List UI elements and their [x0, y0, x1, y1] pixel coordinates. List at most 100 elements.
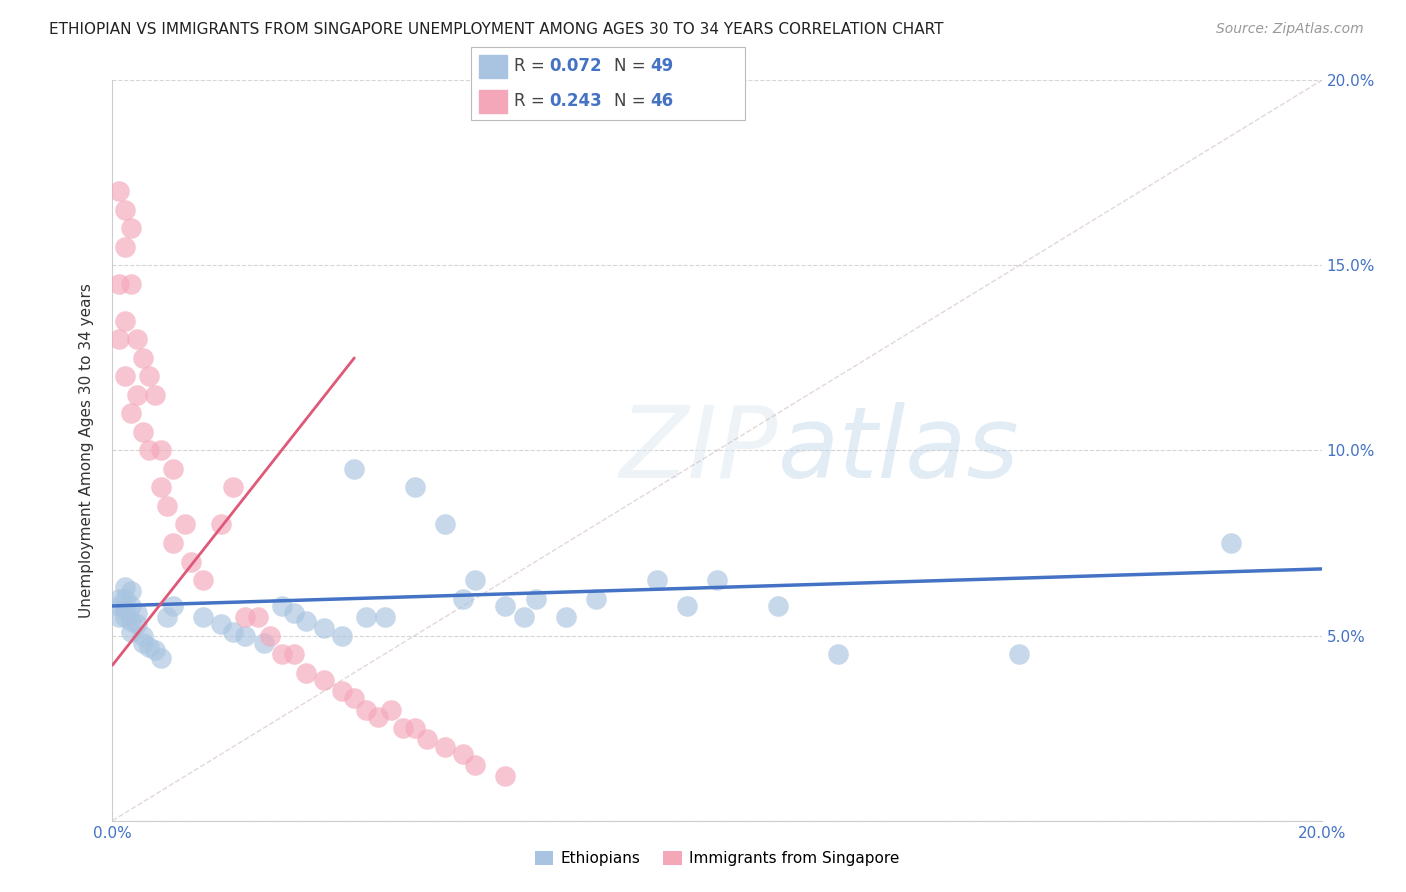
Point	[259, 628, 281, 642]
Point	[107, 610, 129, 624]
Point	[162, 599, 184, 613]
Text: ZIP: ZIP	[619, 402, 778, 499]
Point	[132, 628, 155, 642]
Point	[451, 747, 474, 761]
Point	[585, 591, 607, 606]
Bar	[479, 54, 506, 78]
Point	[314, 621, 336, 635]
Point	[120, 407, 142, 421]
Point	[367, 710, 389, 724]
Point	[120, 221, 142, 235]
Point	[191, 573, 214, 587]
FancyBboxPatch shape	[471, 47, 745, 120]
Point	[120, 584, 142, 599]
Point	[149, 481, 172, 495]
Point	[209, 617, 232, 632]
Text: N =: N =	[613, 93, 651, 111]
Point	[330, 684, 353, 698]
Point	[156, 610, 179, 624]
Text: Source: ZipAtlas.com: Source: ZipAtlas.com	[1216, 22, 1364, 37]
Point	[495, 599, 517, 613]
Point	[391, 721, 413, 735]
Point	[125, 607, 148, 621]
Point	[132, 636, 155, 650]
Point	[380, 703, 402, 717]
Point	[464, 758, 486, 772]
Point	[120, 277, 142, 291]
Point	[524, 591, 547, 606]
Text: 0.072: 0.072	[550, 57, 602, 75]
Point	[356, 610, 378, 624]
Point	[314, 673, 336, 687]
Point	[330, 628, 353, 642]
Point	[433, 739, 456, 754]
Point	[107, 184, 129, 198]
Point	[149, 650, 172, 665]
Point	[174, 517, 197, 532]
Point	[235, 610, 257, 624]
Point	[416, 732, 439, 747]
Point	[404, 481, 426, 495]
Point	[107, 332, 129, 346]
Point	[107, 591, 129, 606]
Point	[404, 721, 426, 735]
Point	[162, 536, 184, 550]
Point	[451, 591, 474, 606]
Point	[125, 332, 148, 346]
Point	[138, 443, 160, 458]
Point	[512, 610, 534, 624]
Point	[554, 610, 576, 624]
Point	[235, 628, 257, 642]
Point	[295, 614, 318, 628]
Point	[149, 443, 172, 458]
Legend: Ethiopians, Immigrants from Singapore: Ethiopians, Immigrants from Singapore	[529, 845, 905, 872]
Point	[295, 665, 318, 680]
Point	[464, 573, 486, 587]
Point	[222, 624, 245, 639]
Text: R =: R =	[513, 93, 550, 111]
Point	[120, 599, 142, 613]
Point	[356, 703, 378, 717]
Point	[114, 314, 136, 328]
Point	[114, 602, 136, 616]
Point	[495, 769, 517, 783]
Point	[675, 599, 697, 613]
Point	[706, 573, 728, 587]
Point	[645, 573, 668, 587]
Point	[283, 607, 305, 621]
Point	[132, 425, 155, 439]
Point	[114, 369, 136, 384]
Point	[114, 610, 136, 624]
Point	[180, 554, 202, 569]
Point	[162, 462, 184, 476]
Point	[253, 636, 276, 650]
Text: N =: N =	[613, 57, 651, 75]
Point	[120, 614, 142, 628]
Point	[114, 240, 136, 254]
Point	[143, 388, 166, 402]
Point	[138, 369, 160, 384]
Point	[1008, 647, 1031, 661]
Text: ETHIOPIAN VS IMMIGRANTS FROM SINGAPORE UNEMPLOYMENT AMONG AGES 30 TO 34 YEARS CO: ETHIOPIAN VS IMMIGRANTS FROM SINGAPORE U…	[49, 22, 943, 37]
Point	[125, 617, 148, 632]
Text: R =: R =	[513, 57, 550, 75]
Bar	[479, 90, 506, 113]
Point	[209, 517, 232, 532]
Text: 49: 49	[651, 57, 673, 75]
Point	[246, 610, 269, 624]
Point	[132, 351, 155, 365]
Point	[766, 599, 789, 613]
Y-axis label: Unemployment Among Ages 30 to 34 years: Unemployment Among Ages 30 to 34 years	[79, 283, 94, 618]
Point	[283, 647, 305, 661]
Point	[107, 599, 129, 613]
Point	[138, 640, 160, 654]
Point	[143, 643, 166, 657]
Point	[156, 499, 179, 513]
Text: 46: 46	[651, 93, 673, 111]
Point	[1220, 536, 1243, 550]
Point	[107, 277, 129, 291]
Point	[114, 591, 136, 606]
Point	[114, 581, 136, 595]
Point	[191, 610, 214, 624]
Point	[125, 388, 148, 402]
